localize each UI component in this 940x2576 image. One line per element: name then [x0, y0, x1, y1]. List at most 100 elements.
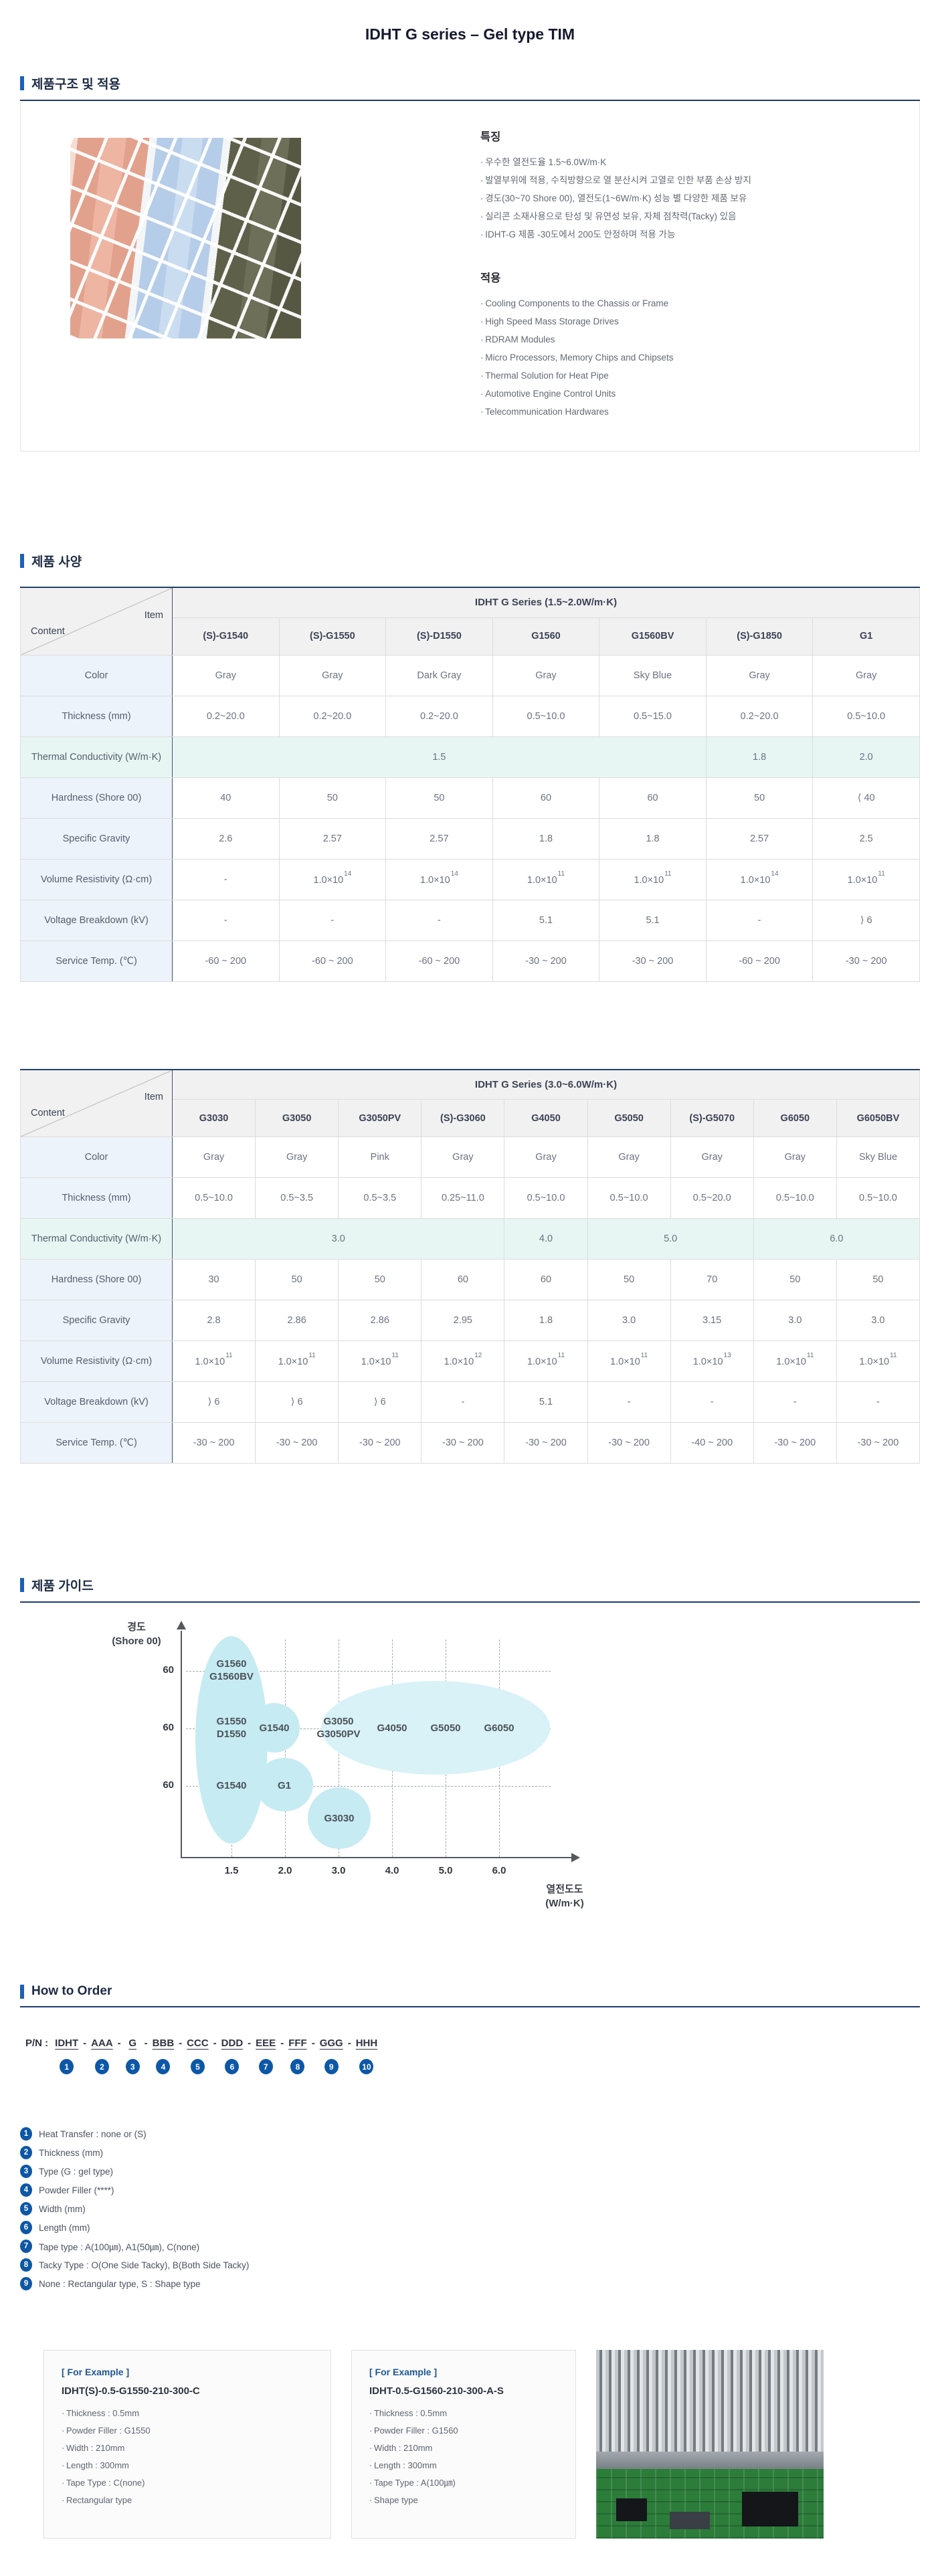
spec-cell: - [172, 899, 280, 941]
product-column-header: G5050 [587, 1099, 671, 1137]
spec-cell: 0.25~11.0 [421, 1177, 505, 1219]
note-number-badge: 2 [20, 2146, 32, 2159]
spec-cell: 0.2~20.0 [705, 695, 814, 737]
product-column-header: (S)-G5070 [670, 1099, 754, 1137]
pn-segment-number-badge: 6 [225, 2059, 240, 2074]
pn-segment-number-badge: 10 [359, 2059, 374, 2074]
spec-cell: 2.0 [812, 736, 920, 778]
order-note: 5 Width (mm) [20, 2199, 920, 2218]
example-detail: Rectangular type [62, 2492, 313, 2509]
pn-separator: - [213, 2038, 217, 2049]
exponent: 14 [450, 870, 458, 878]
spec-cell: -60 ~ 200 [278, 940, 387, 982]
spec-cell: 1.0×1011 [836, 1341, 921, 1382]
product-column-header: G1 [812, 617, 920, 656]
spec-cell: - [385, 899, 493, 941]
note-number-badge: 7 [20, 2240, 32, 2253]
section-title: 제품 사양 [31, 555, 82, 569]
pn-separator: - [179, 2038, 183, 2049]
exponent: 11 [391, 1352, 399, 1360]
spec-cell: 0.2~20.0 [385, 695, 493, 737]
spec-cell: Gray [172, 654, 280, 696]
x-axis-arrow-icon [571, 1853, 580, 1862]
product-column-header: G6050 [753, 1099, 837, 1137]
pn-segment: FFF 8 [288, 2038, 307, 2074]
note-text: Tape type : A(100㎛), A1(50㎛), C(none) [39, 2242, 200, 2252]
product-column-header: (S)-G1540 [172, 617, 280, 656]
spec-cell: 3.0 [836, 1300, 921, 1341]
order-notes: 1 Heat Transfer : none or (S) 2 Thickness (… [20, 2124, 920, 2293]
row-label: Thickness (mm) [20, 695, 173, 737]
spec-cell: -60 ~ 200 [385, 940, 493, 982]
table-row: Volume Resistivity (Ω·cm) -1.0×1014 1.0×10… [20, 858, 920, 900]
note-number-badge: 8 [20, 2258, 32, 2272]
spec-cell: Gray [255, 1136, 339, 1178]
order-note: 1 Heat Transfer : none or (S) [20, 2124, 920, 2143]
spec-cell: 1.0×1011 [587, 1341, 671, 1382]
pn-segment-label: CCC [187, 2038, 209, 2049]
pn-segment-label: IDHT [55, 2038, 79, 2049]
product-column-header: G3050PV [338, 1099, 422, 1137]
row-label: Service Temp. (℃) [20, 1422, 173, 1464]
example-part-number: IDHT-0.5-G1560-210-300-A-S [369, 2385, 504, 2397]
bubble-label-g1: G1 [277, 1780, 291, 1791]
spec-cell: 60 [421, 1259, 505, 1300]
note-text: Heat Transfer : none or (S) [39, 2128, 147, 2139]
heatsink-fins [596, 2350, 824, 2452]
spec-cell: 3.0 [587, 1300, 671, 1341]
spec-cell: 50 [836, 1259, 921, 1300]
spec-cell: 5.0 [587, 1218, 754, 1260]
application-item: Telecommunication Hardwares [480, 403, 751, 421]
features-list: 우수한 열전도율 1.5~6.0W/m·K발열부위에 적용, 수직방향으로 열 … [480, 153, 751, 243]
pn-segment-number-badge: 3 [125, 2059, 140, 2074]
row-label: Volume Resistivity (Ω·cm) [20, 1341, 173, 1382]
page-title: IDHT G series – Gel type TIM [365, 25, 575, 43]
spec-cell: 5.1 [599, 899, 707, 941]
table-corner-cell: Item Content [20, 1069, 173, 1137]
spec-cell: 1.8 [705, 736, 814, 778]
spec-cell: 50 [385, 777, 493, 819]
spec-cell: 50 [255, 1259, 339, 1300]
y-tick-label: 60 [163, 1722, 174, 1733]
exponent: 14 [771, 870, 779, 878]
section-bar-icon [20, 554, 24, 568]
spec-cell: Gray [421, 1136, 505, 1178]
y-axis-label-line1: 경도 [127, 1621, 146, 1633]
corner-item-label: Item [144, 1092, 163, 1103]
spec-cell: 0.5~10.0 [171, 1177, 256, 1219]
spec-cell: Pink [338, 1136, 422, 1178]
spec-cell: 0.5~10.0 [812, 695, 920, 737]
exponent: 13 [723, 1352, 731, 1360]
spec-cell: 4.0 [504, 1218, 588, 1260]
bubble-g30-g60-series [321, 1681, 550, 1775]
spec-cell: ⟩ 6 [812, 899, 920, 941]
spec-cell: 60 [492, 777, 600, 819]
exponent: 11 [878, 870, 885, 878]
pn-separator: - [347, 2038, 351, 2049]
example-heading: [ For Example ] [369, 2367, 438, 2377]
product-column-header: G1560 [492, 617, 600, 656]
spec-cell: Sky Blue [836, 1136, 921, 1178]
datasheet-page: IDHT G series – Gel type TIM 제품구조 및 적용 특… [0, 25, 940, 2576]
spec-cell: 1.0×1011 [504, 1341, 588, 1382]
bubble-label-g5050: G5050 [430, 1722, 461, 1734]
order-note: 3 Type (G : gel type) [20, 2162, 920, 2181]
x-tick-label: 4.0 [385, 1865, 399, 1876]
bubble-label-g1560: G1560 G1560BV [209, 1658, 254, 1682]
pn-segment-number-badge: 4 [156, 2059, 171, 2074]
spec-cell: 0.2~20.0 [172, 695, 280, 737]
feature-item: 경도(30~70 Shore 00), 열전도(1~6W/m·K) 성능 별 다… [480, 189, 751, 207]
spec-cell: Dark Gray [385, 654, 493, 696]
spec-cell: 2.86 [255, 1300, 339, 1341]
spec-table-2-mount: Item Content IDHT G Series (3.0~6.0W/m·K) G… [20, 1068, 921, 1464]
spec-cell: 60 [599, 777, 707, 819]
table-row: Specific Gravity 2.6 2.57 2.57 1.8 1.8 2.57 2.5 [20, 817, 920, 860]
pn-segment-label: EEE [256, 2038, 276, 2049]
spec-cell: 2.57 [385, 817, 493, 860]
note-text: Width (mm) [39, 2203, 86, 2214]
product-column-header: (S)-D1550 [385, 617, 493, 656]
pn-separator: - [311, 2038, 315, 2049]
table-row: Thermal Conductivity (W/m·K) 3.0 4.0 5.0 6.0 [20, 1218, 921, 1260]
order-note: 9 None : Rectangular type, S : Shape type [20, 2274, 920, 2293]
